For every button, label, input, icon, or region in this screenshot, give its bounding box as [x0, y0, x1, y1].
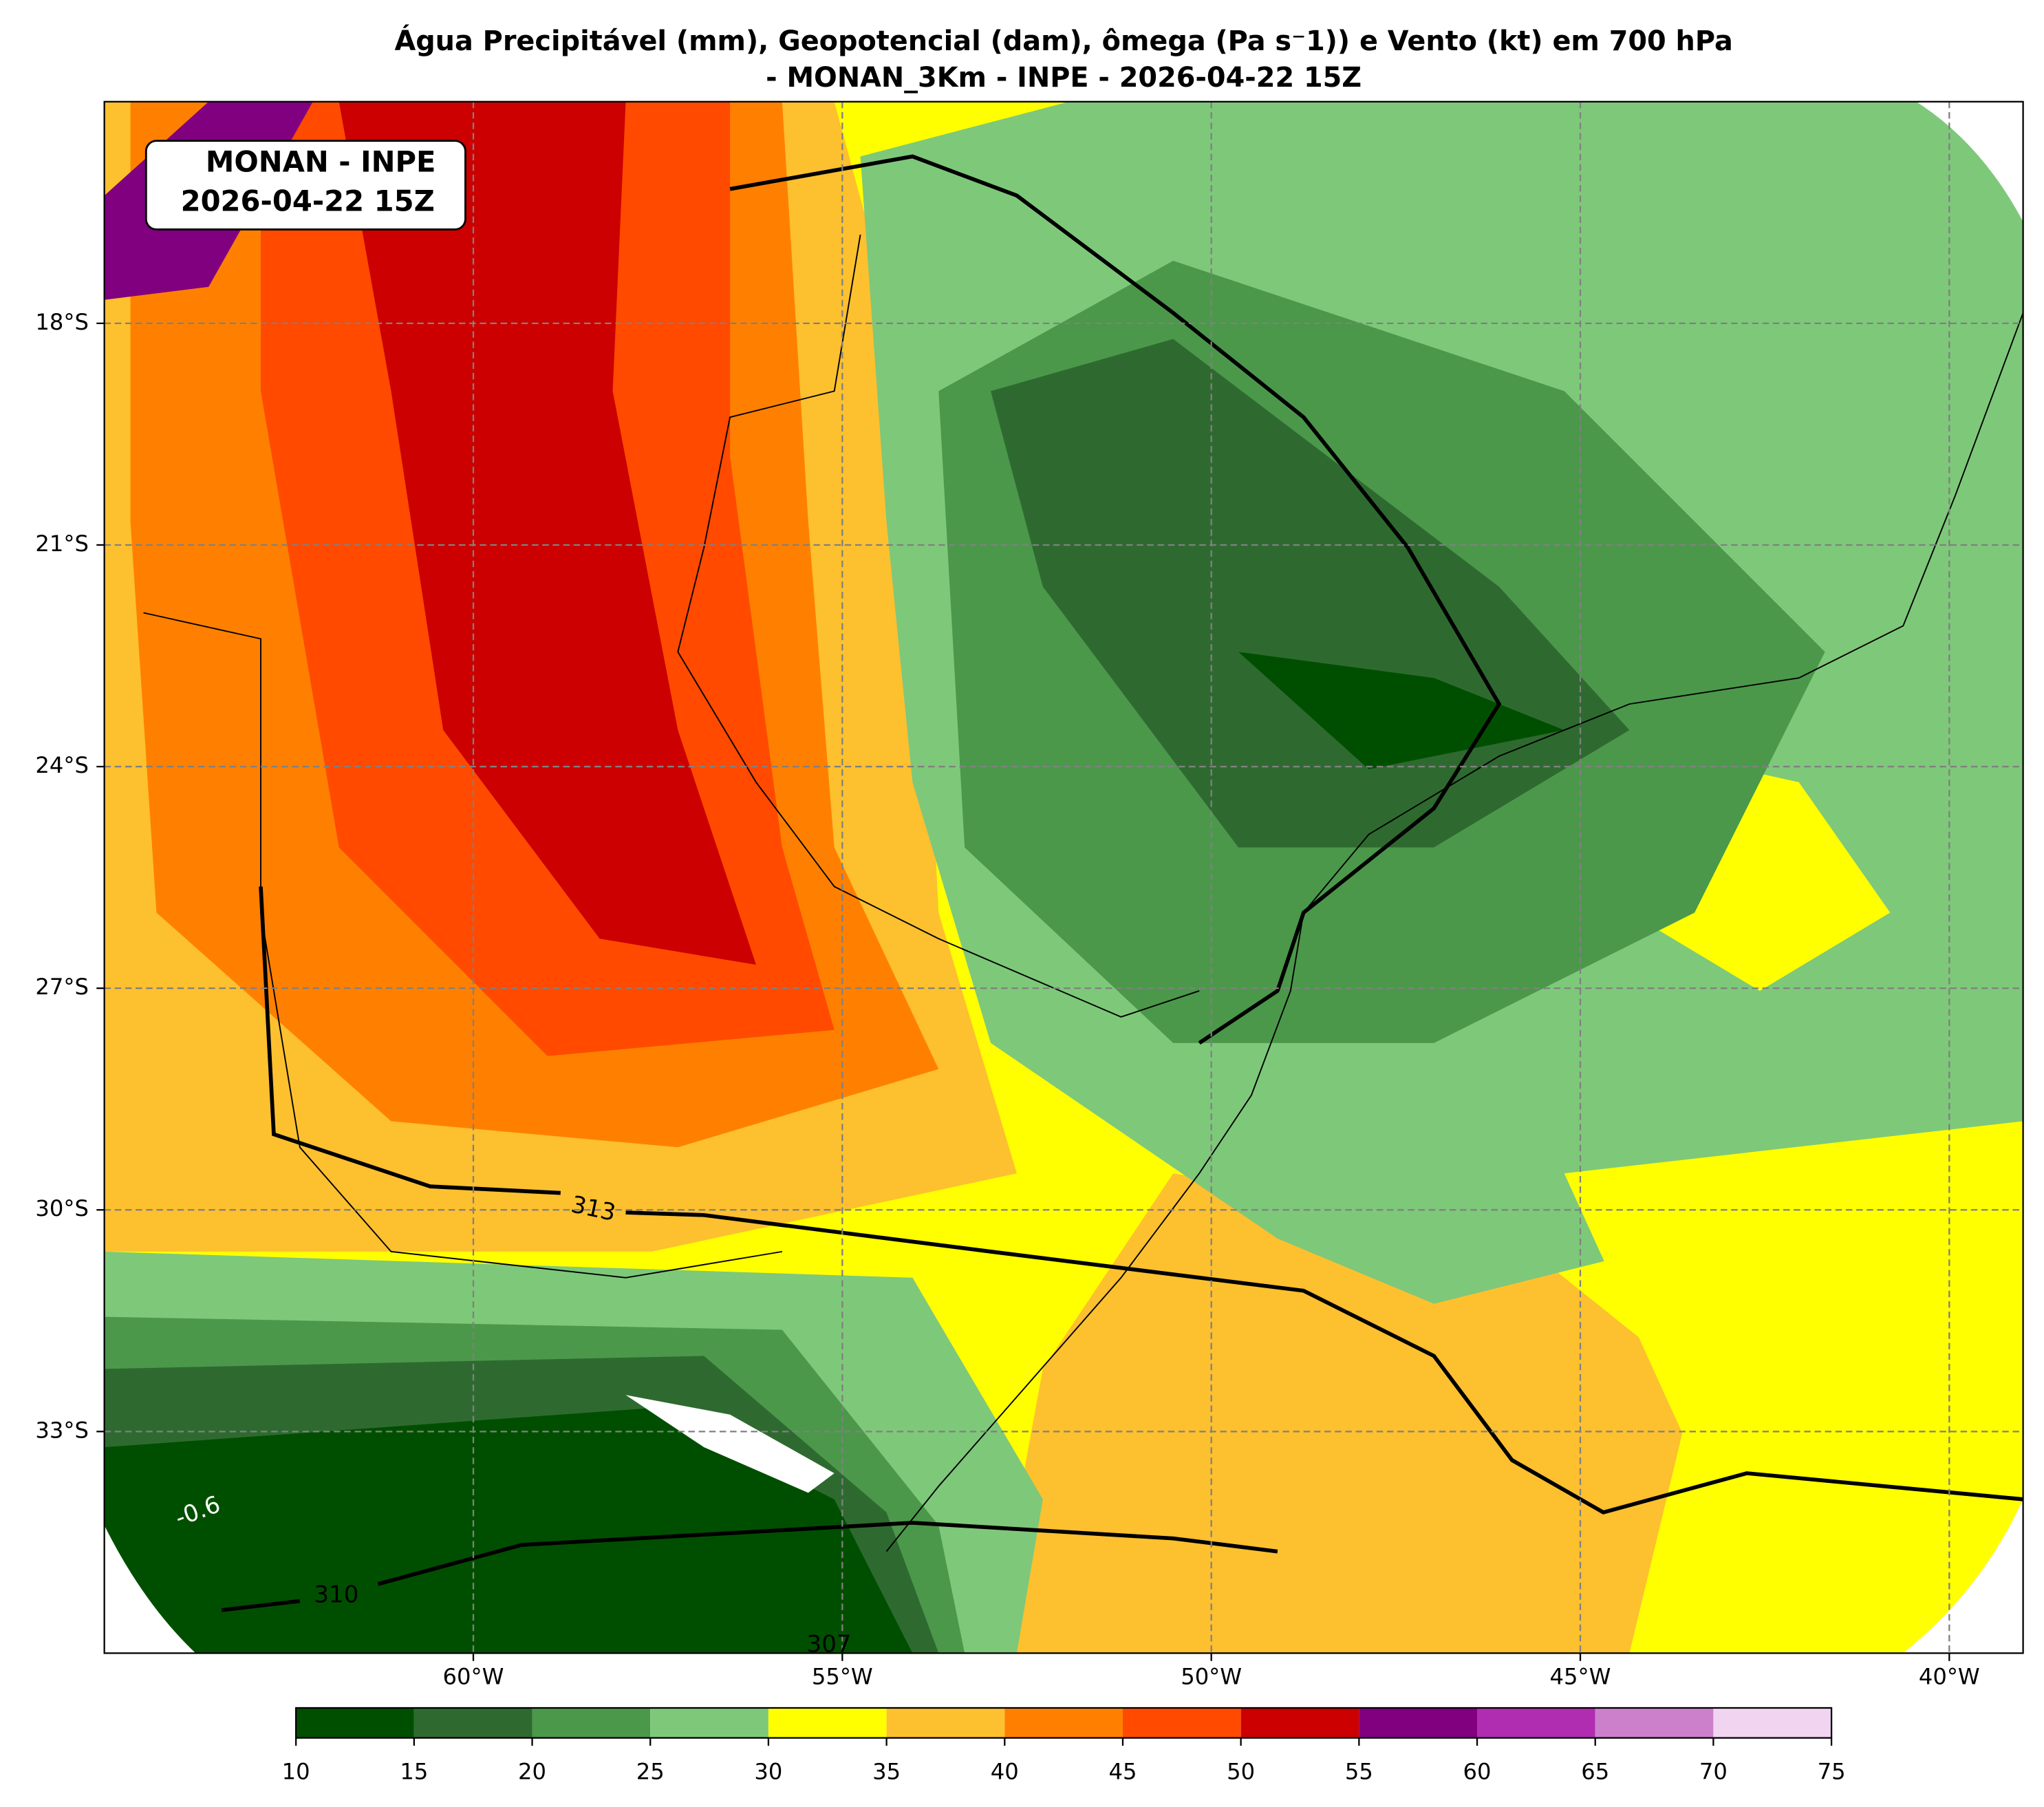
border — [143, 612, 783, 1279]
colorbar-segment — [1004, 1708, 1123, 1738]
y-tick-label: 30°S — [35, 1195, 88, 1221]
geopotential-contour — [259, 886, 2023, 1515]
x-tick-label: 50°W — [1181, 1663, 1242, 1689]
colorbar-tick-label: 70 — [1699, 1759, 1728, 1785]
colorbar-tick-label: 25 — [636, 1759, 665, 1785]
colorbar-tick-label: 50 — [1227, 1759, 1255, 1785]
colorbar-segment — [1240, 1708, 1359, 1738]
field-region — [104, 1408, 913, 1654]
colorbar-tick-label: 55 — [1345, 1759, 1373, 1785]
contour-label: 307 — [807, 1631, 852, 1658]
x-tick-label: 60°W — [443, 1663, 504, 1689]
field-region — [991, 1173, 1695, 1654]
lagoon — [625, 1395, 835, 1493]
colorbar-tick-label: 20 — [518, 1759, 546, 1785]
chart-title: Água Precipitável (mm), Geopotencial (da… — [394, 25, 1732, 57]
chart-subtitle: - MONAN_3Km - INPE - 2026-04-22 15Z — [766, 62, 1362, 94]
colorbar-tick-label: 60 — [1463, 1759, 1492, 1785]
colorbar-segment — [296, 1708, 414, 1738]
colorbar-segment — [886, 1708, 1005, 1738]
x-tick-label: 40°W — [1919, 1663, 1980, 1689]
border — [677, 234, 1200, 1018]
contour-label: 310 — [314, 1581, 358, 1609]
colorbar-segment — [1477, 1708, 1595, 1738]
info-text: 2026-04-22 15Z — [181, 184, 435, 218]
colorbar-tick-label: 10 — [282, 1759, 310, 1785]
colorbar-segment — [1359, 1708, 1478, 1738]
colorbar-segment — [413, 1708, 532, 1738]
geopotential-contour — [729, 154, 1502, 1045]
colorbar-segment — [1122, 1708, 1241, 1738]
x-tick-label: 55°W — [812, 1663, 873, 1689]
y-tick-label: 27°S — [35, 974, 88, 1000]
y-tick-label: 24°S — [35, 752, 88, 778]
map-field — [104, 101, 2023, 1654]
colorbar-tick-label: 75 — [1818, 1759, 1846, 1785]
info-box — [144, 140, 466, 231]
colorbar-tick-label: 65 — [1581, 1759, 1609, 1785]
colorbar-segment — [1713, 1708, 1832, 1738]
map-frame — [103, 100, 2024, 1654]
colorbar-tick-label: 30 — [754, 1759, 782, 1785]
colorbar-segment — [650, 1708, 768, 1738]
field-region — [338, 101, 756, 965]
info-text: MONAN - INPE — [206, 145, 436, 179]
colorbar-tick-label: 15 — [400, 1759, 428, 1785]
domain-mask — [1916, 101, 2023, 222]
colorbar-frame — [295, 1707, 1833, 1739]
domain-mask — [1903, 1499, 2023, 1654]
field-region — [1564, 1121, 2023, 1499]
y-tick-label: 21°S — [35, 531, 88, 557]
colorbar-segment — [532, 1708, 651, 1738]
colorbar-segment — [768, 1708, 887, 1738]
colorbar-segment — [1595, 1708, 1714, 1738]
colorbar-tick-label: 45 — [1108, 1759, 1137, 1785]
colorbar-tick-label: 40 — [991, 1759, 1019, 1785]
x-tick-label: 45°W — [1550, 1663, 1611, 1689]
colorbar-tick-label: 35 — [872, 1759, 901, 1785]
domain-mask — [104, 1525, 196, 1654]
y-tick-label: 18°S — [35, 309, 88, 335]
field-region — [1238, 652, 1564, 769]
y-tick-label: 33°S — [35, 1417, 88, 1443]
